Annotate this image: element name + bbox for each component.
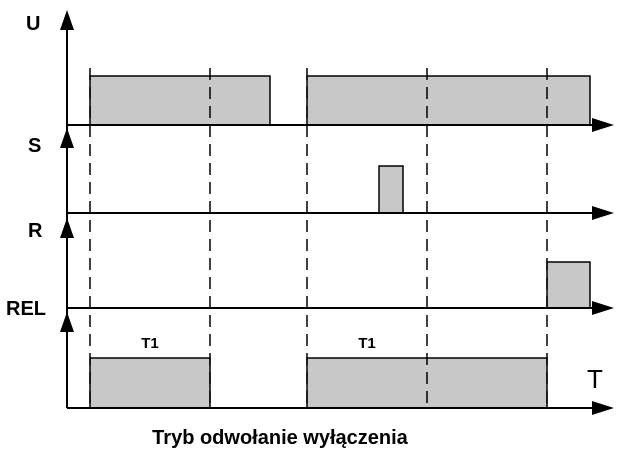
- u-pulse: [89, 75, 271, 126]
- arrow: [592, 118, 614, 132]
- signal-label: S: [28, 135, 41, 157]
- u-pulse: [306, 75, 591, 126]
- arrow: [592, 206, 614, 220]
- arrow: [592, 401, 614, 415]
- arrow: [60, 218, 74, 238]
- arrow: [60, 128, 74, 148]
- pulses: [89, 75, 591, 409]
- rel-pulse: [89, 357, 211, 409]
- caption: Tryb odwołanie wyłączenia: [152, 427, 409, 449]
- s-pulse: [378, 165, 404, 214]
- time-label: T: [587, 364, 603, 394]
- axes: [60, 10, 614, 415]
- arrow: [60, 10, 74, 30]
- arrow: [60, 312, 74, 332]
- arrow: [592, 301, 614, 315]
- interval-label: T1: [358, 335, 376, 352]
- signal-label: REL: [6, 298, 46, 320]
- interval-label: T1: [141, 335, 159, 352]
- r-pulse: [546, 261, 591, 309]
- signal-label: U: [26, 13, 40, 35]
- signal-label: R: [28, 220, 43, 242]
